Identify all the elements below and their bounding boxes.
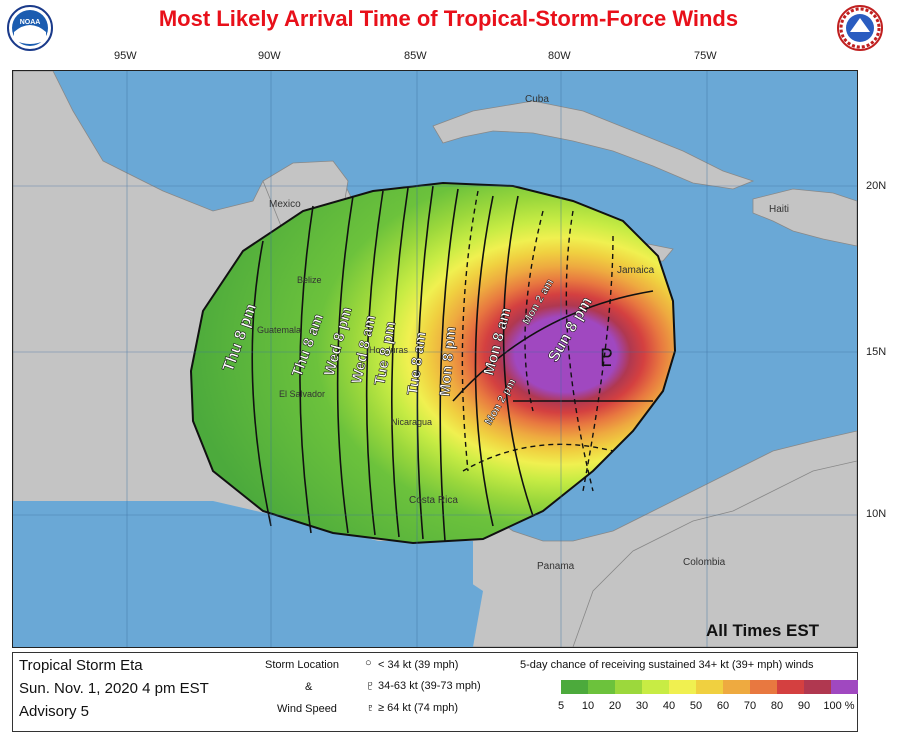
place-label: Belize <box>297 275 322 285</box>
hurricane-icon: ♇ <box>365 699 376 715</box>
storm-legend-subtitle: Wind Speed <box>277 703 337 715</box>
place-label: Colombia <box>683 557 726 568</box>
legend-panel: Tropical Storm Eta Sun. Nov. 1, 2020 4 p… <box>12 652 858 732</box>
svg-text:NOAA: NOAA <box>20 19 41 26</box>
lat-label: 10N <box>866 508 887 520</box>
tropical-storm-icon: ♇ <box>365 677 376 693</box>
storm-legend-title: Storm Location <box>265 659 339 671</box>
storm-advisory: Advisory 5 <box>19 703 90 720</box>
scale-swatch <box>642 680 669 694</box>
scale-swatch <box>777 680 804 694</box>
place-label: Jamaica <box>617 265 655 276</box>
all-times-note: All Times EST <box>706 621 820 640</box>
scale-title: 5-day chance of receiving sustained 34+ … <box>520 659 814 671</box>
scale-swatch <box>561 680 588 694</box>
storm-legend-amp: & <box>305 681 313 693</box>
scale-tick: 100 % <box>823 700 855 712</box>
storm-legend-item: < 34 kt (39 mph) <box>378 659 459 671</box>
scale-swatch <box>804 680 831 694</box>
scale-tick: 80 <box>770 700 784 712</box>
lon-label: 80W <box>548 50 571 62</box>
place-label: Guatemala <box>257 325 302 335</box>
scale-swatch <box>831 680 858 694</box>
scale-tick: 50 <box>689 700 703 712</box>
scale-tick: 60 <box>716 700 730 712</box>
place-label: Haiti <box>769 204 790 215</box>
lon-label: 90W <box>258 50 281 62</box>
arrival-contours <box>251 185 654 542</box>
scale-tick: 30 <box>635 700 649 712</box>
land-colombia <box>572 460 857 647</box>
scale-swatch <box>588 680 615 694</box>
scale-tick: 20 <box>608 700 622 712</box>
scale-tick: 70 <box>743 700 757 712</box>
storm-symbol-icon: ♇ <box>596 344 618 372</box>
scale-tick: 5 <box>557 700 565 712</box>
scale-swatch <box>696 680 723 694</box>
place-label: Mexico <box>269 199 301 210</box>
scale-swatch <box>723 680 750 694</box>
place-label: Nicaragua <box>391 417 433 427</box>
lon-label: 75W <box>694 50 717 62</box>
place-label: Cuba <box>525 94 549 105</box>
place-label: Honduras <box>369 345 409 355</box>
scale-tick: 10 <box>581 700 595 712</box>
lat-label: 15N <box>866 346 887 358</box>
lon-label: 95W <box>114 50 137 62</box>
place-label: Panama <box>537 561 575 572</box>
map-title: Most Likely Arrival Time of Tropical-Sto… <box>158 6 739 31</box>
nws-logo <box>836 4 884 52</box>
scale-swatch <box>615 680 642 694</box>
scale-swatch <box>669 680 696 694</box>
dashed-contours <box>461 190 614 492</box>
storm-legend-item: ≥ 64 kt (74 mph) <box>378 702 459 714</box>
circle-icon: ○ <box>365 657 372 669</box>
storm-legend-item: 34-63 kt (39-73 mph) <box>378 680 481 692</box>
noaa-logo: NOAA <box>6 4 54 52</box>
lon-label: 85W <box>404 50 427 62</box>
storm-date: Sun. Nov. 1, 2020 4 pm EST <box>19 680 209 697</box>
place-label: El Salvador <box>279 389 326 399</box>
scale-tick: 40 <box>662 700 676 712</box>
place-label: Costa Rica <box>409 495 458 506</box>
scale-tick: 90 <box>797 700 811 712</box>
map-panel[interactable]: ♇ Cuba Mexico Haiti Jamaica Belize Guate… <box>12 70 858 648</box>
storm-name: Tropical Storm Eta <box>19 657 143 674</box>
lat-label: 20N <box>866 180 887 192</box>
map-svg: ♇ <box>13 71 857 647</box>
land-haiti <box>752 188 857 247</box>
scale-swatch <box>750 680 777 694</box>
